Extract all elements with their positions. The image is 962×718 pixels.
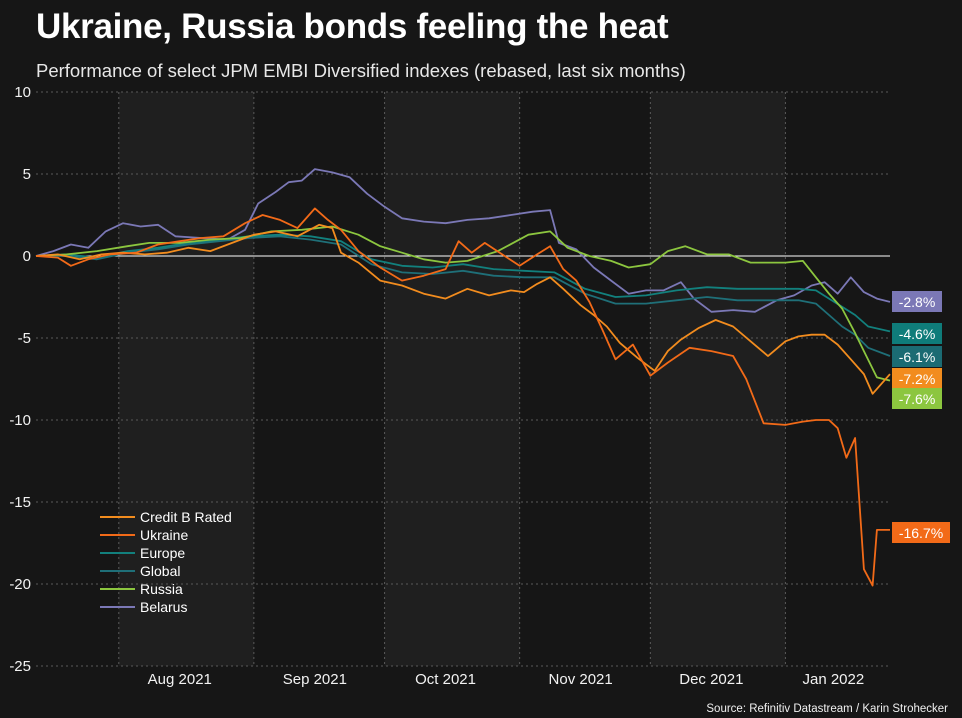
y-tick-label: -15 [9,494,31,511]
month-band [650,92,786,666]
end-label-europe: -4.6% [899,326,936,342]
end-label-box-europe [892,323,942,344]
x-tick-label: Dec 2021 [679,671,743,688]
end-label-credit-b-rated: -7.2% [899,371,936,387]
end-label-box-russia [892,388,942,409]
y-tick-label: -25 [9,658,31,675]
x-tick-label: Sep 2021 [283,671,347,688]
end-label-russia: -7.6% [899,391,936,407]
end-label-global: -6.1% [899,349,936,365]
y-tick-label: -20 [9,576,31,593]
series-line-credit-b-rated [35,223,891,395]
series-lines [35,168,891,587]
month-band [118,92,254,666]
y-tick-label: 0 [23,248,31,265]
chart-subtitle: Performance of select JPM EMBI Diversifi… [36,60,686,81]
month-bands [36,92,890,666]
series-line-global [36,235,891,357]
series-line-belarus [35,168,891,313]
legend-label-global: Global [140,563,180,579]
x-tick-label: Nov 2021 [549,671,613,688]
end-label-box-global [892,346,942,367]
end-label-box-credit-b-rated [892,368,942,389]
x-tick-label: Jan 2022 [802,671,864,688]
y-tick-label: 10 [14,84,31,101]
legend-label-credit-b-rated: Credit B Rated [140,509,232,525]
x-axis: Aug 2021 Sep 2021 Oct 2021 Nov 2021 Dec 2021… [148,671,865,688]
legend-label-europe: Europe [140,545,185,561]
legend: Credit B Rated Ukraine Europe Global Russia B… [100,509,232,615]
y-tick-label: -10 [9,412,31,429]
end-label-belarus: -2.8% [899,294,936,310]
x-tick-label: Oct 2021 [415,671,476,688]
series-line-europe [35,233,891,333]
series-line-ukraine [35,207,890,587]
legend-label-russia: Russia [140,581,183,597]
y-tick-label: -5 [18,330,31,347]
y-tick-label: 5 [23,166,31,183]
chart-title: Ukraine, Russia bonds feeling the heat [36,7,669,46]
month-band [384,92,520,666]
y-axis: 10 5 0 -5 -10 -15 -20 -25 [9,84,31,675]
x-tick-label: Aug 2021 [148,671,212,688]
end-label-box-belarus [892,291,942,312]
end-labels: -7.2% -16.7% -4.6% -6.1% -7.6% -2.8% [892,291,950,543]
legend-label-ukraine: Ukraine [140,527,188,543]
legend-label-belarus: Belarus [140,599,187,615]
end-label-ukraine: -16.7% [899,525,943,541]
source-note: Source: Refinitiv Datastream / Karin Str… [706,703,948,715]
series-line-russia [35,225,891,382]
end-label-box-ukraine [892,522,950,543]
